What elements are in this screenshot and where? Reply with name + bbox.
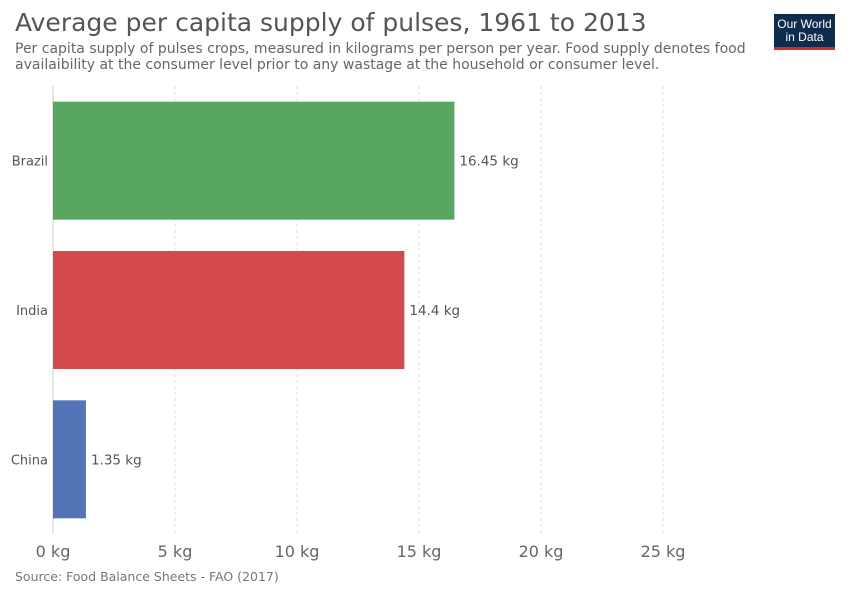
category-label: Brazil <box>12 155 48 170</box>
source-note: Source: Food Balance Sheets - FAO (2017) <box>15 569 279 584</box>
chart-title: Average per capita supply of pulses, 196… <box>15 8 647 37</box>
value-label: 16.45 kg <box>459 154 518 170</box>
x-tick-label: 20 kg <box>519 542 564 561</box>
category-label: India <box>16 304 48 319</box>
x-tick-label: 15 kg <box>397 542 442 561</box>
logo-line-1: Our World <box>777 17 832 31</box>
bar <box>53 101 455 220</box>
logo-line-2: in Data <box>785 30 824 44</box>
chart-subtitle: Per capita supply of pulses crops, measu… <box>15 41 746 73</box>
bar <box>53 251 405 369</box>
x-tick-label: 5 kg <box>158 542 193 561</box>
category-label: China <box>11 453 48 468</box>
x-tick-label: 10 kg <box>275 542 320 561</box>
value-label: 1.35 kg <box>91 452 142 468</box>
owid-logo[interactable]: Our World in Data <box>774 14 835 50</box>
x-tick-label: 25 kg <box>641 542 686 561</box>
bar <box>53 400 86 519</box>
value-label: 14.4 kg <box>409 303 460 319</box>
x-tick-label: 0 kg <box>36 542 71 561</box>
